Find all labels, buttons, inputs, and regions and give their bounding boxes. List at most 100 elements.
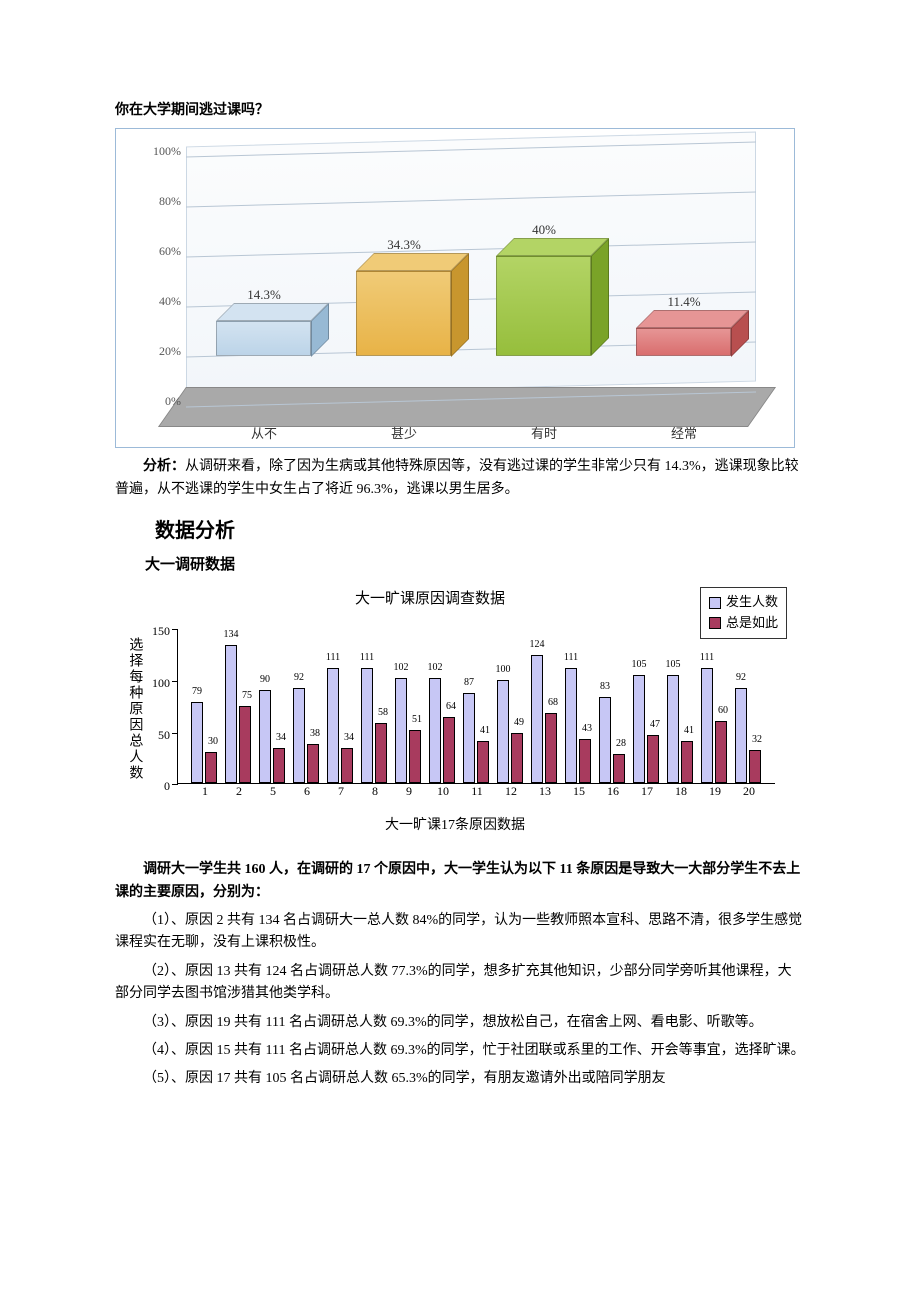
- chart1-back-wall: [186, 132, 756, 397]
- chart2-y-tick: [172, 681, 178, 682]
- chart2-bar-series2: [681, 741, 693, 783]
- chart2-y-tick: [172, 629, 178, 630]
- chart2-x-tick-label: 15: [565, 782, 593, 801]
- chart2-y-tick: [172, 733, 178, 734]
- analysis-lead: 分析：: [143, 459, 185, 474]
- legend-swatch-1: [709, 597, 721, 609]
- chart2-x-tick-label: 20: [735, 782, 763, 801]
- chart2-bar-series1: [361, 668, 373, 783]
- chart1-y-tick-label: 100%: [126, 142, 181, 161]
- chart2-value-series2: 41: [677, 723, 701, 739]
- chart2-group: 90345: [259, 629, 289, 783]
- chart2-bar-series2: [239, 706, 251, 784]
- chart1-x-tick-label: 甚少: [344, 424, 464, 445]
- chart1-bar: 40%: [496, 256, 591, 356]
- chart2-bar-series2: [749, 750, 761, 783]
- chart2-group: 134752: [225, 629, 255, 783]
- chart2-group: 102519: [395, 629, 425, 783]
- chart2-bar-series2: [341, 748, 353, 783]
- chart2-bar-series2: [545, 713, 557, 783]
- chart2-x-tick-label: 1: [191, 782, 219, 801]
- chart2-value-series1: 111: [559, 650, 583, 666]
- chart1-bar-value: 40%: [484, 220, 604, 241]
- chart2-x-tick-label: 17: [633, 782, 661, 801]
- chart2-x-tick-label: 18: [667, 782, 695, 801]
- chart2-group: 923220: [735, 629, 765, 783]
- chart2-value-series1: 111: [695, 650, 719, 666]
- chart2-value-series1: 134: [219, 627, 243, 643]
- chart2-bar-series2: [273, 748, 285, 783]
- chart2-value-series1: 102: [389, 660, 413, 676]
- chart1-x-tick-label: 经常: [624, 424, 744, 445]
- reason-item: （5）、原因 17 共有 105 名占调研总人数 65.3%的同学，有朋友邀请外…: [115, 1068, 805, 1090]
- chart2-value-series2: 38: [303, 726, 327, 742]
- section-heading: 数据分析: [155, 515, 805, 547]
- chart2-value-series2: 30: [201, 734, 225, 750]
- chart2-value-series2: 43: [575, 721, 599, 737]
- analysis-text: 从调研来看，除了因为生病或其他特殊原因等，没有逃过课的学生非常少只有 14.3%…: [115, 459, 799, 496]
- chart2-value-series2: 34: [337, 730, 361, 746]
- chart2-y-axis-label: 选择每种原因总人数: [123, 637, 145, 781]
- chart2-bar-series1: [395, 678, 407, 783]
- chart1-x-tick-label: 从不: [204, 424, 324, 445]
- chart2-y-tick-label: 0: [138, 777, 170, 796]
- chart1-bar: 11.4%: [636, 328, 731, 357]
- chart2-y-tick-label: 100: [138, 674, 170, 693]
- chart2-value-series1: 102: [423, 660, 447, 676]
- chart2-value-series2: 49: [507, 715, 531, 731]
- chart2-title: 大一旷课原因调查数据: [355, 587, 505, 611]
- legend-label-1: 发生人数: [726, 592, 778, 613]
- chart2-group: 92386: [293, 629, 323, 783]
- chart2-x-tick-label: 12: [497, 782, 525, 801]
- reasons-list: （1）、原因 2 共有 134 名占调研大一总人数 84%的同学，认为一些教师照…: [115, 910, 805, 1091]
- chart2-value-series1: 124: [525, 637, 549, 653]
- chart2-value-series1: 87: [457, 675, 481, 691]
- chart2-group: 1004912: [497, 629, 527, 783]
- chart2-x-axis-label: 大一旷课17条原因数据: [115, 815, 795, 837]
- chart2-value-series1: 105: [627, 657, 651, 673]
- chart2-bar-series1: [497, 680, 509, 783]
- subsection-heading: 大一调研数据: [145, 553, 805, 577]
- chart2-value-series1: 100: [491, 662, 515, 678]
- chart2-x-tick-label: 16: [599, 782, 627, 801]
- chart2-value-series2: 64: [439, 699, 463, 715]
- reason-item: （3）、原因 19 共有 111 名占调研总人数 69.3%的同学，想放松自己，…: [115, 1012, 805, 1034]
- chart2-value-series1: 90: [253, 672, 277, 688]
- chart1-bar-value: 14.3%: [204, 285, 324, 306]
- chart2-bar-series1: [701, 668, 713, 783]
- chart2-value-series2: 41: [473, 723, 497, 739]
- chart2-bar-series2: [613, 754, 625, 783]
- chart2-group: 1116019: [701, 629, 731, 783]
- chart2-bar-series2: [443, 717, 455, 783]
- chart2-group: 1026410: [429, 629, 459, 783]
- chart1-y-tick-label: 80%: [126, 192, 181, 211]
- chart2-x-tick-label: 7: [327, 782, 355, 801]
- chart2-value-series2: 32: [745, 732, 769, 748]
- chart2-bar-series2: [579, 739, 591, 783]
- reason-item: （1）、原因 2 共有 134 名占调研大一总人数 84%的同学，认为一些教师照…: [115, 910, 805, 955]
- chart2-y-tick-label: 150: [138, 622, 170, 641]
- chart2-bar-series2: [307, 744, 319, 783]
- chart2-group: 1054717: [633, 629, 663, 783]
- chart2-bar-series2: [477, 741, 489, 783]
- chart2-value-series2: 75: [235, 688, 259, 704]
- summary-paragraph: 调研大一学生共 160 人，在调研的 17 个原因中，大一学生认为以下 11 条…: [115, 859, 805, 904]
- chart2-value-series1: 111: [321, 650, 345, 666]
- legend-swatch-2: [709, 617, 721, 629]
- chart2-group: 79301: [191, 629, 221, 783]
- reason-item: （4）、原因 15 共有 111 名占调研总人数 69.3%的同学，忙于社团联或…: [115, 1040, 805, 1062]
- chart2-value-series1: 79: [185, 684, 209, 700]
- chart2-x-tick-label: 5: [259, 782, 287, 801]
- chart2-bar-series2: [409, 730, 421, 783]
- chart1-y-tick-label: 40%: [126, 292, 181, 311]
- chart2-value-series2: 28: [609, 736, 633, 752]
- chart2-bar-series1: [429, 678, 441, 783]
- chart2-bar-series2: [715, 721, 727, 783]
- chart2-group: 1114315: [565, 629, 595, 783]
- chart2-x-tick-label: 6: [293, 782, 321, 801]
- chart2-group: 1246813: [531, 629, 561, 783]
- chart2-value-series2: 47: [643, 717, 667, 733]
- chart2-x-tick-label: 13: [531, 782, 559, 801]
- chart1-bar-value: 11.4%: [624, 292, 744, 313]
- chart2-value-series2: 51: [405, 712, 429, 728]
